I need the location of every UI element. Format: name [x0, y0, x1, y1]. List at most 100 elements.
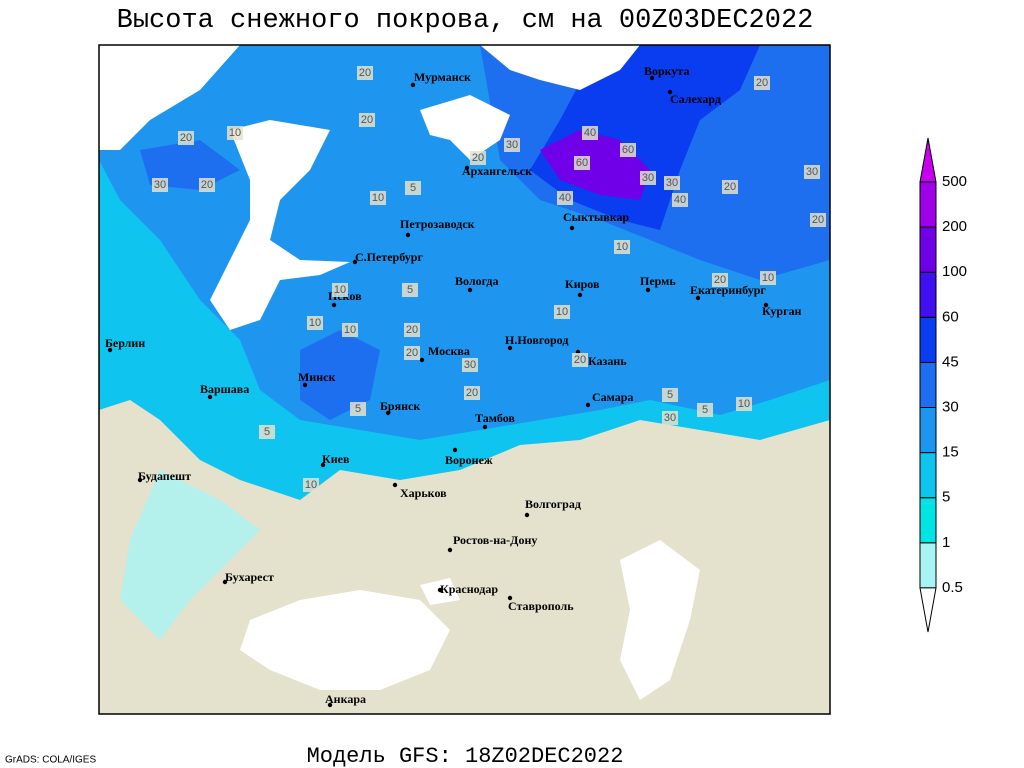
black-sea: [240, 590, 450, 690]
city-label: Ставрополь: [508, 599, 574, 613]
legend-label: 5: [942, 489, 950, 506]
city-dot: [327, 702, 333, 708]
footer: Модель GFS: 18Z02DEC2022: [307, 744, 624, 768]
contour-label: 30: [664, 412, 676, 424]
city-label: Краснодар: [440, 582, 498, 596]
city-dot: [645, 287, 651, 293]
contour-label: 20: [472, 152, 484, 164]
contour-label: 20: [714, 274, 726, 286]
contour-label-box: [152, 178, 168, 192]
contour-label-box: [303, 478, 319, 492]
city-label: Волгоград: [525, 497, 581, 511]
city-dot: [649, 75, 655, 81]
city-label: Киров: [565, 277, 600, 291]
city-dot: [410, 82, 416, 88]
city-label: Н.Новгород: [505, 333, 568, 347]
contour-label: 20: [406, 324, 418, 336]
contour-label: 20: [361, 114, 373, 126]
city-dot: [107, 347, 113, 353]
city-label: Ростов-на-Дону: [453, 533, 537, 547]
contour-label-box: [350, 402, 366, 416]
contour-label-box: [697, 403, 713, 417]
city-dot: [524, 512, 530, 518]
contour-label: 30: [464, 359, 476, 371]
city-label: Берлин: [105, 336, 145, 350]
city-dot: [452, 447, 458, 453]
contour-label-box: [259, 425, 275, 439]
city-label: Пермь: [640, 274, 676, 288]
legend-box: [919, 316, 937, 363]
contour-label-box: [557, 191, 573, 205]
city-dot: [405, 232, 411, 238]
contour-label-box: [810, 213, 826, 227]
contour-label-box: [357, 66, 373, 80]
contour-label-box: [404, 346, 420, 360]
contour-label-box: [464, 386, 480, 400]
legend-label: 30: [942, 398, 959, 415]
contour-label: 20: [406, 347, 418, 359]
city-dot: [585, 402, 591, 408]
contour-label-box: [620, 143, 636, 157]
city-dot: [467, 287, 473, 293]
contour-label-box: [664, 176, 680, 190]
city-dot: [464, 165, 470, 171]
contour-label: 10: [556, 306, 568, 318]
city-label: Мурманск: [414, 70, 471, 84]
contour-label: 5: [264, 426, 270, 438]
contour-label-box: [332, 283, 348, 297]
baltic-sea: [210, 120, 350, 330]
contour-label-box: [574, 156, 590, 170]
contour-label-box: [359, 113, 375, 127]
city-dot: [392, 482, 398, 488]
caspian-sea: [620, 540, 700, 700]
city-label: Самара: [592, 390, 633, 404]
legend-arrow-bottom: [919, 587, 937, 633]
contour-label-box: [342, 323, 358, 337]
contour-label-box: [402, 283, 418, 297]
legend-box: [919, 542, 937, 589]
contour-label-box: [582, 126, 598, 140]
city-label: Будапешт: [138, 469, 191, 483]
contour-label: 10: [229, 127, 241, 139]
contour-label-box: [712, 273, 728, 287]
contour-label: 10: [616, 241, 628, 253]
city-label: Киев: [322, 452, 350, 466]
contour-label: 30: [642, 172, 654, 184]
contour-label-box: [614, 240, 630, 254]
city-dot: [352, 259, 358, 265]
contour-label: 10: [309, 317, 321, 329]
contour-label-box: [662, 388, 678, 402]
contour-label: 5: [355, 403, 361, 415]
legend-box: [919, 181, 937, 228]
credit: GrADS: COLA/IGES: [5, 755, 96, 766]
contour-label-box: [760, 271, 776, 285]
contour-label-box: [804, 165, 820, 179]
legend-arrow-top: [919, 137, 937, 183]
contour-label-box: [754, 76, 770, 90]
city-dot: [331, 302, 337, 308]
contour-label-box: [462, 358, 478, 372]
legend-label: 45: [942, 353, 959, 370]
map-area: [99, 45, 830, 714]
contour-label: 40: [559, 192, 571, 204]
contour-label-box: [307, 316, 323, 330]
white-sea: [420, 95, 510, 160]
map-frame: [98, 44, 831, 715]
city-dot: [667, 89, 673, 95]
city-dot: [447, 547, 453, 553]
city-label: Минск: [298, 370, 335, 384]
contour-label: 5: [667, 389, 673, 401]
contour-label-box: [405, 181, 421, 195]
city-dot: [577, 292, 583, 298]
contour-label-box: [227, 126, 243, 140]
city-dot: [695, 295, 701, 301]
city-dot: [569, 225, 575, 231]
city-dot: [763, 302, 769, 308]
city-label: Анкара: [325, 692, 366, 706]
city-dot: [507, 345, 513, 351]
contour-label: 5: [410, 182, 416, 194]
city-dot: [320, 462, 326, 468]
legend-box: [919, 271, 937, 318]
contour-label: 5: [702, 404, 708, 416]
legend-label: 100: [942, 263, 967, 280]
